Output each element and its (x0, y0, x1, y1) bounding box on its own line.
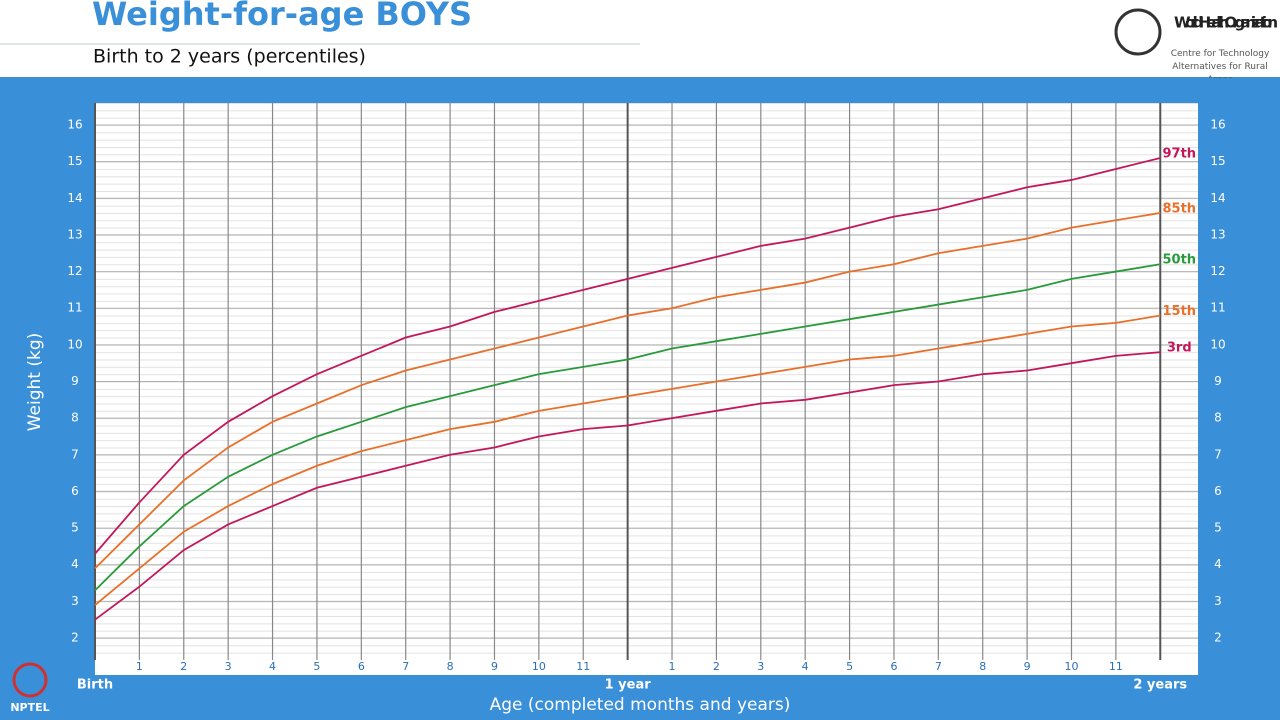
x-tick-label: 2 years (1133, 678, 1187, 693)
x-tick-label: 9 (1024, 660, 1031, 673)
series-label: 3rd (1167, 341, 1192, 356)
x-tick-label: 6 (358, 660, 365, 673)
y-tick-label: 12 (67, 264, 82, 278)
logo-centre-box: Centre for Technology Alternatives for R… (1170, 49, 1270, 78)
y-tick-label: 3 (71, 594, 79, 608)
y2-tick-label: 14 (1210, 191, 1225, 205)
percentile-line (94, 314, 1161, 606)
title: Weight-for-age BOYS (92, 0, 472, 33)
logo-org: World Health Organization (1174, 14, 1278, 32)
series-label: 15th (1162, 304, 1196, 319)
x-tick-label: 1 (136, 660, 143, 673)
x-tick-label: 10 (532, 660, 546, 673)
x-tick-label: 9 (491, 660, 498, 673)
percentile-line (94, 351, 1161, 621)
y2-tick-label: 4 (1214, 557, 1222, 571)
y-tick-label: 2 (71, 631, 79, 645)
header-band (0, 0, 1280, 77)
who-emblem (1114, 8, 1162, 56)
x-tick-label: 4 (802, 660, 809, 673)
y2-tick-label: 11 (1210, 301, 1225, 315)
x-tick-label: 1 (669, 660, 676, 673)
x-tick-label: 11 (576, 660, 590, 673)
y-tick-label: 16 (67, 117, 82, 131)
y-tick-label: 13 (67, 227, 82, 241)
y2-tick-label: 13 (1210, 227, 1225, 241)
y2-tick-label: 6 (1214, 484, 1222, 498)
y-tick-label: 4 (71, 557, 79, 571)
nptel-emblem (12, 662, 48, 698)
x-tick-label: 3 (225, 660, 232, 673)
x-tick-label: 7 (935, 660, 942, 673)
y-tick-label: 15 (67, 154, 82, 168)
x-tick-label: 2 (713, 660, 720, 673)
x-tick-label: 1 year (605, 678, 652, 693)
y2-tick-label: 2 (1214, 631, 1222, 645)
y-tick-label: 14 (67, 191, 82, 205)
y2-tick-label: 7 (1214, 447, 1222, 461)
x-tick-label: 2 (180, 660, 187, 673)
watermark: NPTEL (10, 701, 49, 714)
percentile-line (94, 157, 1161, 555)
x-tick-label: 8 (979, 660, 986, 673)
series-label: 50th (1162, 253, 1196, 268)
x-tick-label: 8 (447, 660, 454, 673)
x-tick-label: 3 (757, 660, 764, 673)
percentile-line (94, 263, 1161, 592)
y-tick-label: 10 (67, 337, 82, 351)
y-tick-label: 11 (67, 301, 82, 315)
y-tick-label: 6 (71, 484, 79, 498)
x-tick-label: 11 (1109, 660, 1123, 673)
y2-tick-label: 10 (1210, 337, 1225, 351)
x-tick-label: 5 (846, 660, 853, 673)
subtitle: Birth to 2 years (percentiles) (93, 46, 366, 68)
y2-tick-label: 5 (1214, 521, 1222, 535)
x-tick-label: 4 (269, 660, 276, 673)
y2-tick-label: 16 (1210, 117, 1225, 131)
y-tick-label: 5 (71, 521, 79, 535)
x-tick-label: Birth (77, 678, 113, 693)
x-tick-label: 10 (1064, 660, 1078, 673)
y2-tick-label: 8 (1214, 411, 1222, 425)
percentile-line (94, 212, 1161, 570)
y-axis-label: Weight (kg) (25, 333, 45, 432)
y2-tick-label: 9 (1214, 374, 1222, 388)
x-tick-label: 7 (402, 660, 409, 673)
x-tick-label: 6 (890, 660, 897, 673)
y-tick-label: 9 (71, 374, 79, 388)
series-label: 97th (1162, 146, 1196, 161)
logo-centre: Centre for Technology Alternatives for R… (1170, 49, 1270, 78)
y2-tick-label: 15 (1210, 154, 1225, 168)
y2-tick-label: 3 (1214, 594, 1222, 608)
x-axis-label: Age (completed months and years) (490, 695, 791, 715)
y2-tick-label: 12 (1210, 264, 1225, 278)
series-label: 85th (1162, 201, 1196, 216)
x-tick-label: 5 (313, 660, 320, 673)
y-tick-label: 7 (71, 447, 79, 461)
y-tick-label: 8 (71, 411, 79, 425)
